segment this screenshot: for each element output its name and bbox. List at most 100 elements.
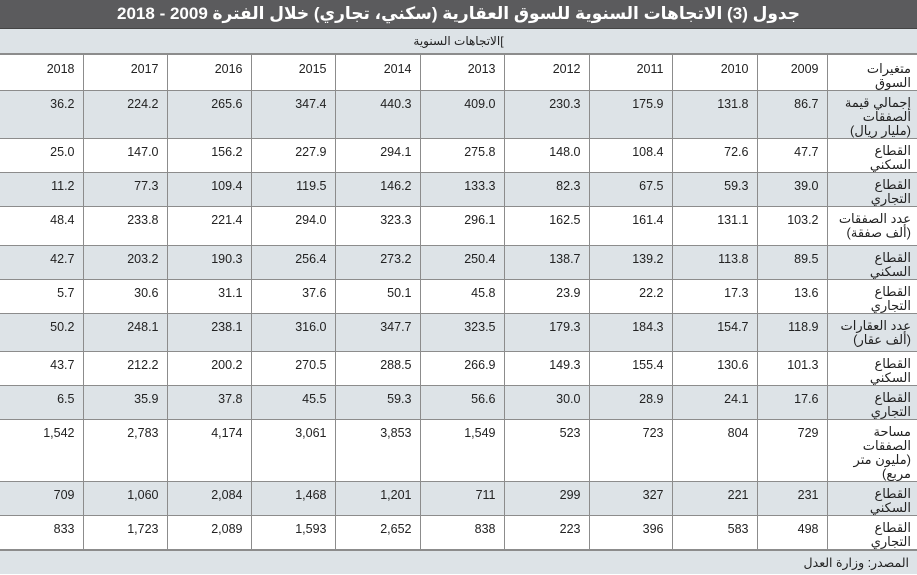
value-cell: 130.6 <box>671 351 758 386</box>
value-cell: 113.8 <box>671 245 758 280</box>
value-cell: 103.2 <box>756 206 828 246</box>
value-cell: 45.8 <box>419 279 505 314</box>
value-cell: 1,723 <box>82 515 168 550</box>
value-cell: 200.2 <box>166 351 252 386</box>
year-header: 2017 <box>82 54 168 91</box>
value-cell: 2,652 <box>334 515 421 550</box>
value-cell: 50.2 <box>0 313 84 352</box>
value-cell: 227.9 <box>250 138 336 173</box>
row-label: إجمالي قيمة الصفقات (مليار ريال) <box>826 90 917 139</box>
year-header: 2010 <box>671 54 758 91</box>
source-note: المصدر: وزارة العدل <box>0 550 917 574</box>
value-cell: 31.1 <box>166 279 252 314</box>
year-header: 2016 <box>166 54 252 91</box>
label-header: متغيرات السوق <box>826 54 917 91</box>
value-cell: 294.0 <box>250 206 336 246</box>
table-row: 43.7 212.2 200.2 270.5 288.5 266.9 149.3 155.4 1… <box>0 351 917 386</box>
table-row: 6.5 35.9 37.8 45.5 59.3 56.6 30.0 28.9 24.1 17.6 ا… <box>0 385 917 420</box>
value-cell: 4,174 <box>166 419 252 482</box>
value-cell: 156.2 <box>166 138 252 173</box>
table-row: 50.2 248.1 238.1 316.0 347.7 323.5 179.3 184.3 1… <box>0 313 917 352</box>
table-row: 25.0 147.0 156.2 227.9 294.1 275.8 148.0 108.4 7… <box>0 138 917 173</box>
value-cell: 37.8 <box>166 385 252 420</box>
value-cell: 28.9 <box>588 385 673 420</box>
value-cell: 146.2 <box>334 172 421 207</box>
value-cell: 147.0 <box>82 138 168 173</box>
row-label: القطاع السكني <box>826 351 917 386</box>
value-cell: 233.8 <box>82 206 168 246</box>
table-row: 709 1,060 2,084 1,468 1,201 711 299 327 221 231 ال… <box>0 481 917 516</box>
value-cell: 6.5 <box>0 385 84 420</box>
value-cell: 179.3 <box>503 313 590 352</box>
year-header: 2009 <box>756 54 828 91</box>
value-cell: 133.3 <box>419 172 505 207</box>
value-cell: 583 <box>671 515 758 550</box>
value-cell: 327 <box>588 481 673 516</box>
year-header: 2014 <box>334 54 421 91</box>
value-cell: 323.3 <box>334 206 421 246</box>
table-subheader: ]الاتجاهات السنوية <box>0 29 917 54</box>
value-cell: 212.2 <box>82 351 168 386</box>
value-cell: 139.2 <box>588 245 673 280</box>
value-cell: 1,542 <box>0 419 84 482</box>
year-header: 2018 <box>0 54 84 91</box>
table-row: 42.7 203.2 190.3 256.4 273.2 250.4 138.7 139.2 1… <box>0 245 917 280</box>
value-cell: 265.6 <box>166 90 252 139</box>
value-cell: 89.5 <box>756 245 828 280</box>
value-cell: 43.7 <box>0 351 84 386</box>
value-cell: 17.3 <box>671 279 758 314</box>
value-cell: 223 <box>503 515 590 550</box>
value-cell: 248.1 <box>82 313 168 352</box>
value-cell: 729 <box>756 419 828 482</box>
table-row: 5.7 30.6 31.1 37.6 50.1 45.8 23.9 22.2 17.3 13.6 ا… <box>0 279 917 314</box>
value-cell: 131.1 <box>671 206 758 246</box>
table-row: 833 1,723 2,089 1,593 2,652 838 223 396 583 498 ال… <box>0 515 917 550</box>
value-cell: 3,061 <box>250 419 336 482</box>
year-header: 2015 <box>250 54 336 91</box>
table-title: جدول (3) الاتجاهات السنوية للسوق العقاري… <box>0 0 917 29</box>
value-cell: 323.5 <box>419 313 505 352</box>
value-cell: 131.8 <box>671 90 758 139</box>
row-label: مساحة الصفقات (مليون متر مربع) <box>826 419 917 482</box>
year-header: 2013 <box>419 54 505 91</box>
value-cell: 723 <box>588 419 673 482</box>
value-cell: 45.5 <box>250 385 336 420</box>
table-row: 48.4 233.8 221.4 294.0 323.3 296.1 162.5 161.4 1… <box>0 206 917 246</box>
value-cell: 299 <box>503 481 590 516</box>
value-cell: 148.0 <box>503 138 590 173</box>
table-row: 11.2 77.3 109.4 119.5 146.2 133.3 82.3 67.5 59.3… <box>0 172 917 207</box>
value-cell: 59.3 <box>671 172 758 207</box>
value-cell: 266.9 <box>419 351 505 386</box>
value-cell: 162.5 <box>503 206 590 246</box>
value-cell: 109.4 <box>166 172 252 207</box>
value-cell: 804 <box>671 419 758 482</box>
value-cell: 709 <box>0 481 84 516</box>
value-cell: 396 <box>588 515 673 550</box>
table-row: 36.2 224.2 265.6 347.4 440.3 409.0 230.3 175.9 1… <box>0 90 917 139</box>
value-cell: 154.7 <box>671 313 758 352</box>
value-cell: 270.5 <box>250 351 336 386</box>
value-cell: 316.0 <box>250 313 336 352</box>
row-label: عدد الصفقات (ألف صفقة) <box>826 206 917 246</box>
value-cell: 161.4 <box>588 206 673 246</box>
value-cell: 1,060 <box>82 481 168 516</box>
value-cell: 149.3 <box>503 351 590 386</box>
value-cell: 50.1 <box>334 279 421 314</box>
value-cell: 48.4 <box>0 206 84 246</box>
row-label: عدد العقارات (ألف عقار) <box>826 313 917 352</box>
value-cell: 190.3 <box>166 245 252 280</box>
table-row: 1,542 2,783 4,174 3,061 3,853 1,549 523 723 804 7… <box>0 419 917 482</box>
value-cell: 1,549 <box>419 419 505 482</box>
value-cell: 59.3 <box>334 385 421 420</box>
value-cell: 221.4 <box>166 206 252 246</box>
row-label: القطاع التجاري <box>826 515 917 550</box>
value-cell: 711 <box>419 481 505 516</box>
value-cell: 30.0 <box>503 385 590 420</box>
value-cell: 39.0 <box>756 172 828 207</box>
row-label: القطاع السكني <box>826 138 917 173</box>
value-cell: 22.2 <box>588 279 673 314</box>
header-row: 2018 2017 2016 2015 2014 2013 2012 2011 … <box>0 54 917 91</box>
value-cell: 409.0 <box>419 90 505 139</box>
value-cell: 498 <box>756 515 828 550</box>
value-cell: 72.6 <box>671 138 758 173</box>
